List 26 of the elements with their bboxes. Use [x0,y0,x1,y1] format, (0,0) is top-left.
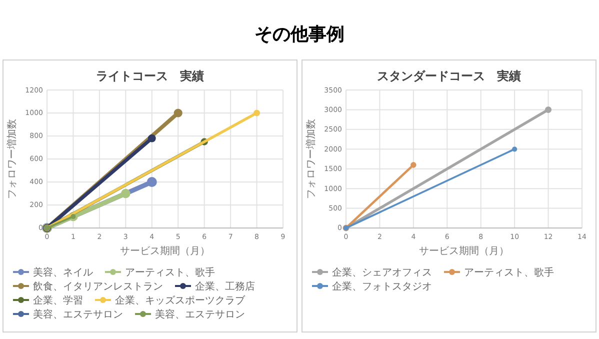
legend-label: 美容、エステサロン [155,308,245,320]
y-axis-title: フォロワー増加数 [6,119,18,199]
legend-label: 美容、ネイル [33,266,93,278]
point [545,106,552,113]
point [512,146,518,152]
point [121,188,130,198]
point [254,110,260,116]
y-axis-title: フォロワー増加数 [305,119,317,199]
point [410,162,416,168]
legend-label: 飲食、イタリアンレストラン [33,280,163,292]
legend-label: 企業、シェアオフィス [332,266,432,278]
legend-label: 企業、工務店 [195,280,255,292]
chart-title: ライトコース 実績 [96,69,204,83]
point [148,134,156,142]
legend-label: 企業、フォトスタジオ [332,280,432,292]
x-axis-title: サービス期間（月） [120,245,210,257]
point [174,108,182,118]
legend-label: 美容、エステサロン [33,308,123,320]
point [146,177,157,187]
legend-label: 企業、学習 [33,294,83,306]
chart-title: スタンダードコース 実績 [377,69,521,83]
text: その他事例 [254,24,344,45]
x-axis-title: サービス期間（月） [419,245,509,257]
legend-label: アーティスト、歌手 [125,266,215,278]
legend-label: アーティスト、歌手 [464,266,554,278]
legend-label: 企業、キッズスポーツクラブ [115,294,246,306]
